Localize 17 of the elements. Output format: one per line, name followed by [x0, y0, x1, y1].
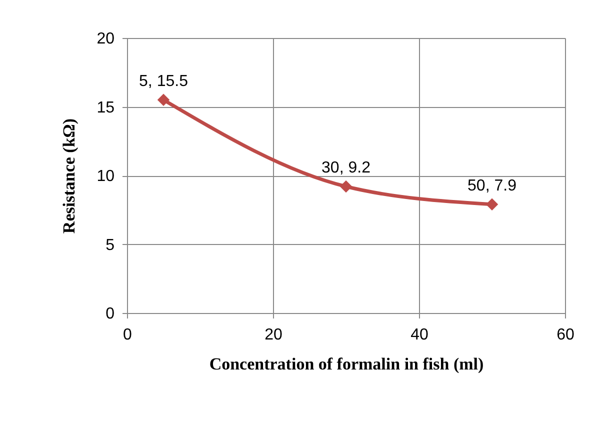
annotation: 50, 7.9 [468, 177, 517, 194]
y-tick-label: 15 [96, 99, 115, 116]
x-tick-label: 20 [264, 326, 282, 344]
y-tick-label: 10 [96, 168, 115, 185]
point [157, 94, 170, 106]
point [486, 198, 498, 210]
x-tick-label: 60 [556, 326, 574, 344]
x-axis-title: Concentration of formalin in fish (ml) [209, 354, 484, 374]
y-tick-label: 5 [106, 236, 115, 254]
y-tick-label: 20 [96, 30, 115, 48]
x-tick-label: 40 [410, 326, 428, 344]
annotation: 30, 9.2 [322, 160, 371, 176]
annotation: 5, 15.5 [139, 72, 188, 90]
y-tick-label: 0 [106, 306, 115, 322]
point [340, 180, 352, 193]
y-axis-title: Resistance (kΩ) [60, 118, 79, 234]
x-tick-label: 0 [123, 326, 132, 344]
